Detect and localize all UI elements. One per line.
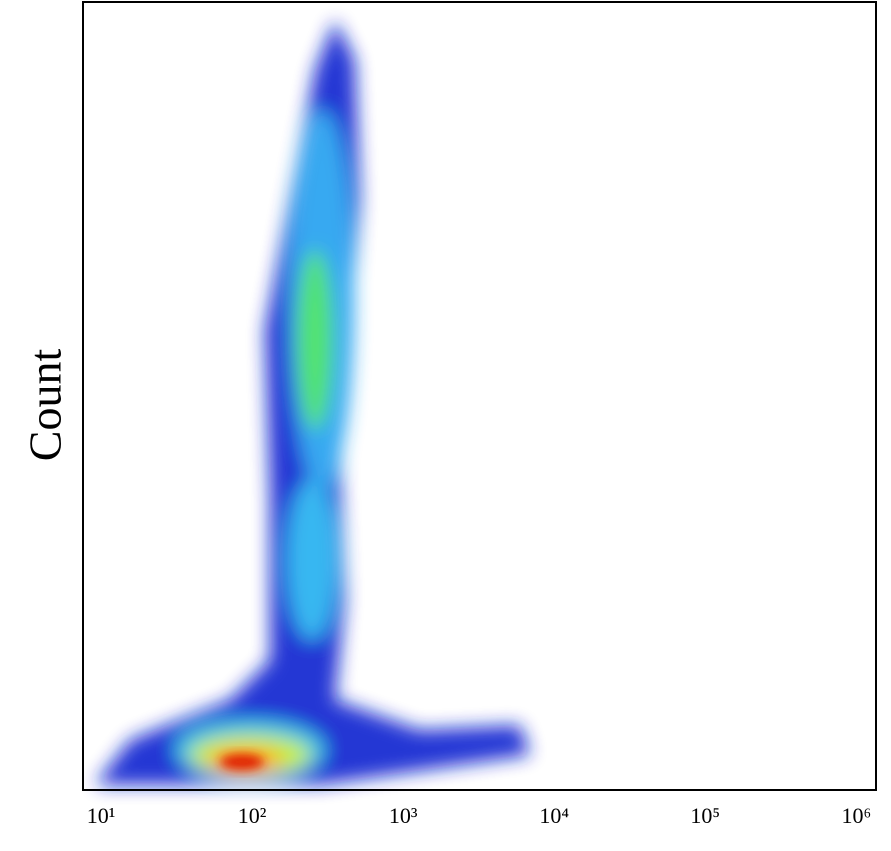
x-tick-label: 10³ (389, 803, 418, 828)
x-tick-label: 10⁶ (841, 803, 871, 828)
x-tick-label: 10² (238, 803, 267, 828)
x-tick-label: 10⁴ (539, 803, 569, 828)
y-axis-label: Count (20, 349, 71, 462)
plot-frame (82, 1, 877, 791)
x-tick-label: 10⁵ (690, 803, 720, 828)
x-tick-label: 10¹ (87, 803, 116, 828)
density-cloud (95, 20, 530, 785)
